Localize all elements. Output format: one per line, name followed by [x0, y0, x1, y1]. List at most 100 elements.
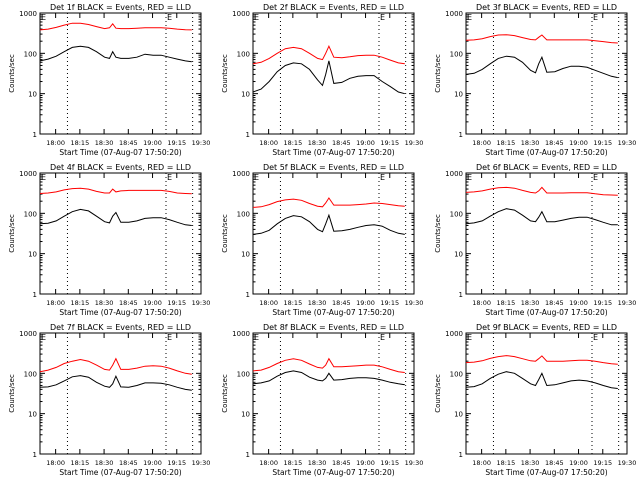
y-tick-label: 1000: [232, 330, 250, 338]
y-tick-label: 1000: [232, 170, 250, 178]
x-tick-label: 18:00: [259, 139, 278, 147]
y-tick-label: 100: [237, 370, 250, 378]
panel-det-1f: Det 1f BLACK = Events, RED = LLD 1 10 100 10…: [8, 3, 210, 157]
e-marker: E: [467, 13, 472, 22]
e-marker: E: [41, 333, 46, 342]
panel-det-6f: Det 6f BLACK = Events, RED = LLD 1 10 100 10…: [434, 163, 636, 317]
series-line-events: [252, 213, 405, 235]
y-tick-label: 1: [246, 131, 250, 139]
x-tick-label: 18:00: [472, 139, 491, 147]
x-tick-label: 18:00: [46, 459, 65, 467]
y-tick-label: 1000: [445, 170, 463, 178]
y-axis-label: Counts/sec: [434, 374, 442, 413]
x-tick-label: 19:00: [569, 299, 588, 307]
y-tick-label: 10: [454, 251, 463, 259]
y-axis-label: Counts/sec: [434, 214, 442, 253]
x-tick-label: 19:00: [569, 459, 588, 467]
panel-det-4f: Det 4f BLACK = Events, RED = LLD 1 10 100 10…: [8, 163, 210, 317]
y-tick-label: 10: [454, 91, 463, 99]
series-line-lld: [252, 44, 405, 65]
x-tick-label: 19:30: [192, 139, 211, 147]
x-tick-label: 18:30: [95, 299, 114, 307]
x-tick-label: 18:15: [496, 459, 515, 467]
y-tick-label: 10: [454, 411, 463, 419]
y-tick-label: 1000: [19, 10, 37, 18]
y-tick-label: 1: [459, 291, 463, 299]
x-tick-label: 19:15: [380, 139, 399, 147]
series-line-events: [39, 374, 192, 391]
x-tick-label: 18:15: [496, 299, 515, 307]
x-tick-label: 19:00: [569, 139, 588, 147]
x-tick-label: 19:30: [618, 139, 637, 147]
panel-title: Det 4f BLACK = Events, RED = LLD: [50, 163, 191, 172]
x-tick-label: 18:00: [259, 299, 278, 307]
plot-frame: [39, 332, 202, 455]
x-tick-label: 18:30: [95, 459, 114, 467]
panel-title: Det 8f BLACK = Events, RED = LLD: [263, 323, 404, 332]
x-axis-label: Start Time (07-Aug-07 17:50:20): [272, 148, 394, 157]
y-tick-label: 1: [459, 451, 463, 459]
series-line-lld: [39, 357, 192, 375]
y-tick-label: 1: [246, 291, 250, 299]
y-tick-label: 1000: [445, 330, 463, 338]
x-tick-label: 19:15: [593, 459, 612, 467]
y-tick-label: 1: [33, 131, 37, 139]
series-line-events: [252, 370, 405, 386]
panel-det-8f: Det 8f BLACK = Events, RED = LLD 1 10 100 10…: [221, 323, 423, 477]
y-tick-label: 10: [28, 411, 37, 419]
x-tick-label: 19:00: [356, 459, 375, 467]
y-tick-label: 1: [33, 291, 37, 299]
y-tick-label: 10: [28, 251, 37, 259]
panel-title: Det 2f BLACK = Events, RED = LLD: [263, 3, 404, 12]
series-line-events: [39, 45, 192, 63]
x-axis-label: Start Time (07-Aug-07 17:50:20): [59, 468, 181, 477]
x-tick-label: 18:15: [283, 459, 302, 467]
y-tick-label: 100: [450, 370, 463, 378]
series-line-events: [39, 208, 192, 226]
y-tick-label: 100: [24, 370, 37, 378]
plot-frame: [465, 12, 628, 135]
e-marker: E: [593, 173, 598, 182]
x-tick-label: 18:30: [308, 139, 327, 147]
series-line-lld: [252, 197, 405, 208]
x-tick-label: 18:00: [46, 139, 65, 147]
y-axis-label: Counts/sec: [8, 214, 16, 253]
x-tick-label: 19:30: [618, 299, 637, 307]
x-tick-label: 18:30: [521, 459, 540, 467]
panel-det-3f: Det 3f BLACK = Events, RED = LLD 1 10 100 10…: [434, 3, 636, 157]
plot-frame: [252, 332, 415, 455]
y-tick-label: 1000: [445, 10, 463, 18]
x-tick-label: 18:30: [95, 139, 114, 147]
x-tick-label: 19:15: [380, 299, 399, 307]
x-tick-label: 18:45: [332, 459, 351, 467]
x-tick-label: 18:45: [545, 139, 564, 147]
y-tick-label: 10: [241, 411, 250, 419]
e-marker: E: [467, 173, 472, 182]
y-tick-label: 100: [450, 50, 463, 58]
y-axis-label: Counts/sec: [221, 374, 229, 413]
x-tick-label: 19:00: [143, 459, 162, 467]
panel-det-2f: Det 2f BLACK = Events, RED = LLD 1 10 100 10…: [221, 3, 423, 157]
series-line-lld: [39, 187, 192, 195]
x-tick-label: 18:30: [308, 459, 327, 467]
x-tick-label: 19:15: [167, 139, 186, 147]
x-tick-label: 18:00: [472, 299, 491, 307]
x-tick-label: 19:15: [380, 459, 399, 467]
x-tick-label: 18:30: [521, 139, 540, 147]
y-tick-label: 100: [237, 210, 250, 218]
plot-frame: [465, 332, 628, 455]
series-line-lld: [39, 22, 192, 31]
x-axis-label: Start Time (07-Aug-07 17:50:20): [485, 308, 607, 317]
x-tick-label: 18:45: [332, 299, 351, 307]
x-tick-label: 18:45: [545, 299, 564, 307]
x-tick-label: 19:15: [167, 299, 186, 307]
panel-det-5f: Det 5f BLACK = Events, RED = LLD 1 10 100 10…: [221, 163, 423, 317]
x-tick-label: 19:00: [143, 299, 162, 307]
x-tick-label: 19:00: [143, 139, 162, 147]
x-axis-label: Start Time (07-Aug-07 17:50:20): [272, 308, 394, 317]
panel-det-9f: Det 9f BLACK = Events, RED = LLD 1 10 100 10…: [434, 323, 636, 477]
x-tick-label: 18:45: [119, 139, 138, 147]
e-marker: E: [167, 333, 172, 342]
series-line-lld: [465, 355, 618, 365]
